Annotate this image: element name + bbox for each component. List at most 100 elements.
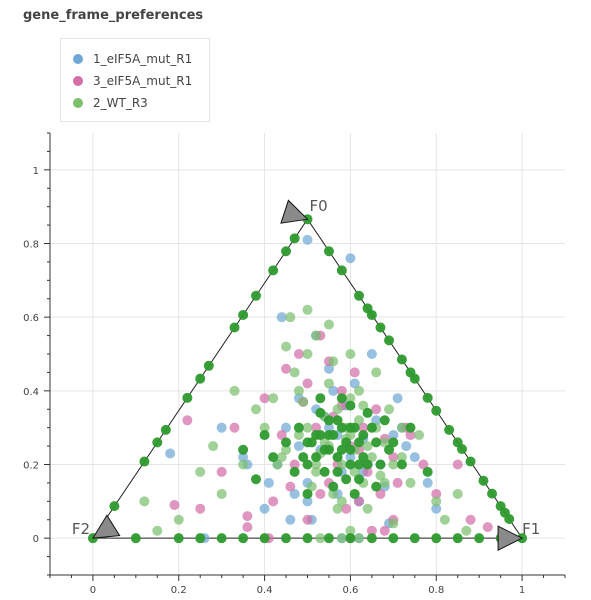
data-point bbox=[323, 415, 334, 426]
data-point bbox=[358, 400, 369, 411]
x-tick-label: 0.6 bbox=[342, 585, 358, 596]
data-point bbox=[336, 422, 347, 433]
data-point bbox=[268, 265, 279, 276]
data-point bbox=[315, 393, 326, 404]
data-point bbox=[336, 385, 347, 396]
data-point bbox=[336, 265, 347, 276]
data-point bbox=[182, 392, 193, 403]
data-point bbox=[259, 422, 270, 433]
data-point bbox=[169, 500, 180, 511]
data-point bbox=[302, 533, 313, 544]
data-point bbox=[487, 488, 498, 499]
data-point bbox=[319, 437, 330, 448]
data-point bbox=[366, 525, 377, 536]
axes: 0 0.2 0.4 0.6 0.8 1 0 0.2 0.4 0.6 0.8 1 bbox=[23, 132, 566, 596]
data-point bbox=[431, 496, 442, 507]
data-point bbox=[422, 477, 433, 488]
data-point bbox=[345, 459, 356, 470]
data-point bbox=[293, 385, 304, 396]
data-point bbox=[431, 488, 442, 499]
data-point bbox=[311, 330, 322, 341]
vertex-arrows bbox=[91, 199, 524, 551]
vertex-label: F0 bbox=[310, 197, 328, 215]
vertex-label: F1 bbox=[522, 520, 540, 538]
data-point bbox=[298, 452, 309, 463]
data-point bbox=[336, 444, 347, 455]
data-point bbox=[109, 501, 120, 512]
arrow-f2 bbox=[91, 514, 121, 539]
data-point bbox=[392, 477, 403, 488]
data-point bbox=[371, 404, 382, 415]
data-point bbox=[281, 437, 292, 448]
data-point bbox=[379, 437, 390, 448]
data-point bbox=[336, 533, 347, 544]
data-point bbox=[229, 422, 240, 433]
data-point bbox=[229, 322, 240, 333]
data-point bbox=[362, 503, 373, 514]
data-point bbox=[431, 503, 442, 514]
data-point bbox=[366, 422, 377, 433]
data-point bbox=[384, 444, 395, 455]
arrow-head bbox=[280, 199, 309, 224]
data-point bbox=[242, 522, 253, 533]
data-point bbox=[345, 444, 356, 455]
data-point bbox=[422, 466, 433, 477]
data-point bbox=[405, 477, 416, 488]
data-point bbox=[384, 335, 395, 346]
data-point bbox=[354, 459, 364, 470]
data-point bbox=[323, 422, 334, 433]
data-point bbox=[332, 466, 343, 477]
data-point bbox=[362, 459, 373, 470]
data-point bbox=[323, 378, 334, 389]
data-point bbox=[396, 452, 407, 463]
data-point bbox=[341, 437, 352, 448]
data-point bbox=[285, 481, 296, 492]
data-point bbox=[362, 303, 373, 314]
data-point bbox=[272, 459, 283, 470]
data-point bbox=[263, 477, 274, 488]
data-point bbox=[328, 356, 339, 367]
legend-item[interactable]: 1_eIF5A_mut_R1 bbox=[73, 50, 192, 68]
data-point bbox=[293, 441, 304, 452]
data-point bbox=[354, 533, 364, 544]
data-point bbox=[341, 474, 352, 485]
data-point bbox=[345, 533, 356, 544]
data-point bbox=[349, 488, 360, 499]
data-point bbox=[332, 452, 343, 463]
data-point bbox=[302, 304, 313, 315]
data-point bbox=[328, 385, 339, 396]
legend-item[interactable]: 3_eIF5A_mut_R1 bbox=[73, 72, 192, 90]
y-tick-label: 0.4 bbox=[23, 387, 39, 398]
data-point bbox=[319, 466, 330, 477]
data-point bbox=[358, 422, 369, 433]
data-point bbox=[405, 422, 416, 433]
data-point bbox=[289, 488, 300, 499]
data-point bbox=[259, 430, 270, 441]
data-point bbox=[203, 360, 214, 371]
data-point bbox=[182, 415, 193, 426]
data-point bbox=[302, 234, 313, 245]
data-point bbox=[366, 452, 377, 463]
y-tick-label: 0.6 bbox=[23, 313, 39, 324]
data-point bbox=[289, 466, 300, 477]
data-point bbox=[216, 422, 227, 433]
data-point bbox=[345, 400, 356, 411]
data-point bbox=[276, 452, 287, 463]
data-point bbox=[422, 392, 433, 403]
data-point bbox=[281, 533, 292, 544]
data-point bbox=[268, 393, 279, 404]
data-point bbox=[444, 424, 455, 435]
x-tick-label: 0.8 bbox=[428, 585, 444, 596]
data-point bbox=[409, 533, 420, 544]
vertex-labels: F0 F1 F2 bbox=[72, 197, 540, 538]
data-point bbox=[474, 533, 485, 544]
data-point bbox=[302, 496, 313, 507]
legend-item[interactable]: 2_WT_R3 bbox=[73, 94, 148, 112]
arrow-f0 bbox=[280, 199, 309, 224]
x-tick-label: 0 bbox=[90, 585, 96, 596]
data-point bbox=[375, 470, 386, 481]
data-point bbox=[302, 422, 313, 433]
data-point bbox=[315, 430, 326, 441]
data-point bbox=[285, 514, 296, 525]
data-point bbox=[345, 253, 356, 264]
